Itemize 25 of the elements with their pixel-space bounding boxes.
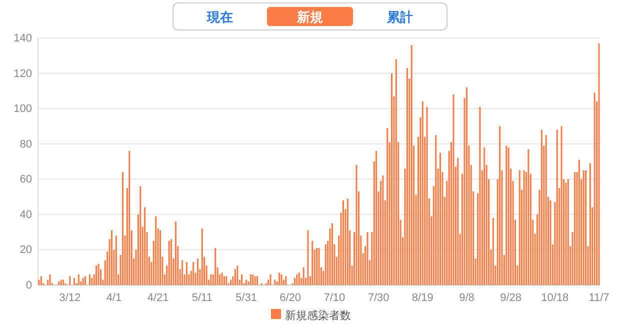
y-tick-label: 80 [20, 138, 32, 150]
x-tick-label: 4/21 [147, 292, 169, 304]
text: 現在 [206, 10, 233, 26]
text: 新規 [296, 10, 323, 26]
x-tick-label: 7/10 [324, 292, 346, 304]
x-tick-label: 11/7 [588, 292, 610, 304]
legend-label: 新規感染者数 [285, 309, 351, 322]
x-tick-label: 3/12 [59, 292, 81, 304]
text: 累計 [386, 10, 413, 26]
x-tick-label: 9/28 [500, 292, 522, 304]
x-tick-label: 6/20 [280, 292, 302, 304]
y-tick-label: 60 [20, 174, 32, 186]
x-tick-label: 9/8 [459, 292, 474, 304]
y-tick-label: 20 [20, 244, 32, 256]
y-tick-label: 40 [20, 208, 32, 221]
x-tick-label: 7/30 [368, 292, 390, 304]
y-tick-label: 120 [14, 68, 32, 80]
x-tick-label: 5/31 [236, 292, 257, 304]
x-tick-label: 8/19 [412, 292, 434, 304]
y-tick-label: 140 [14, 32, 32, 45]
x-tick-label: 4/1 [106, 292, 122, 304]
y-tick-label: 100 [14, 103, 32, 116]
y-tick-label: 0 [26, 280, 32, 292]
x-tick-label: 5/11 [192, 292, 212, 304]
x-tick-label: 10/18 [541, 292, 569, 304]
